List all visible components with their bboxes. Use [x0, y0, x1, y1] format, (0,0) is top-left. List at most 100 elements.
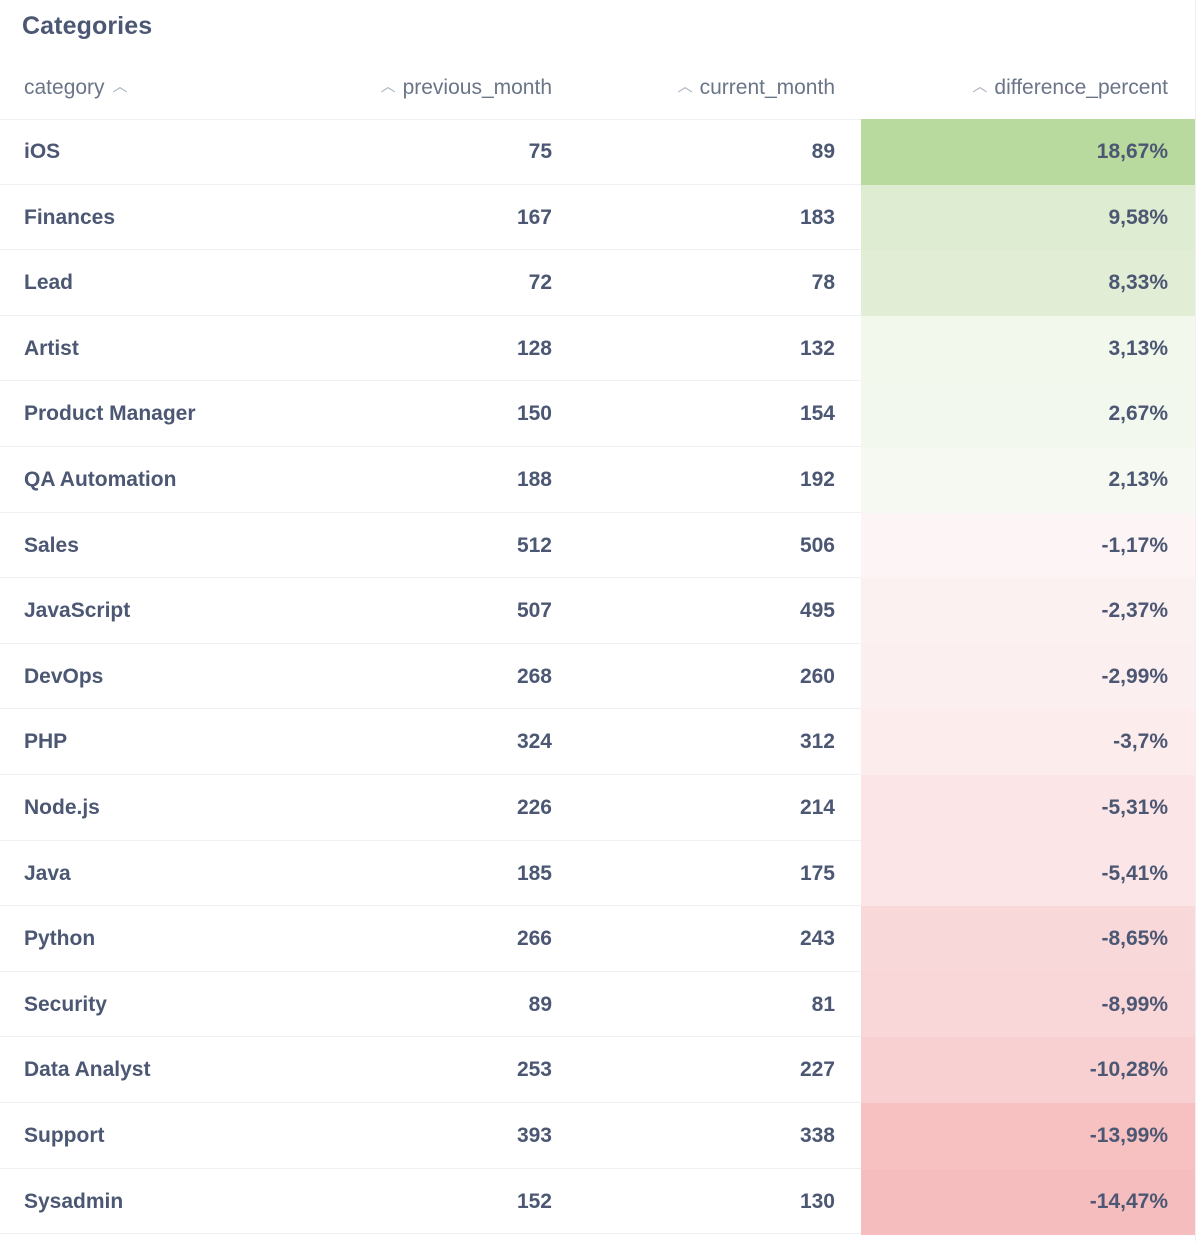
- category-cell: JavaScript: [24, 599, 131, 623]
- previous-month-cell: 89: [528, 992, 552, 1016]
- chevron-up-icon: ︿: [972, 77, 988, 95]
- previous-month-cell: 75: [528, 140, 552, 163]
- category-cell: Python: [24, 927, 96, 951]
- category-cell: DevOps: [24, 664, 104, 688]
- table-body: iOS 75 89 18,67% Finances 167 183 9,58% Lead 72 78…: [0, 119, 1195, 1235]
- table-row[interactable]: Product Manager 150 154 2,67%: [0, 381, 1195, 448]
- card-title[interactable]: Categories: [22, 12, 153, 40]
- previous-month-cell: 152: [516, 1189, 552, 1213]
- column-header-category[interactable]: category ︿: [24, 56, 128, 119]
- current-month-cell: 506: [799, 533, 835, 557]
- previous-month-cell: 324: [516, 730, 552, 754]
- table-row[interactable]: Sales 512 506 -1,17%: [0, 512, 1195, 579]
- difference-highlight: [861, 1037, 1195, 1104]
- category-cell: Sysadmin: [24, 1189, 124, 1213]
- column-header-label: category: [24, 76, 105, 99]
- category-cell: Data Analyst: [24, 1058, 151, 1082]
- table-row[interactable]: Node.js 226 214 -5,31%: [0, 774, 1195, 841]
- column-header-previous-month[interactable]: ︿ previous_month: [381, 56, 552, 119]
- current-month-cell: 260: [799, 664, 835, 688]
- current-month-cell: 338: [799, 1123, 835, 1147]
- difference-percent-cell: 2,67%: [1108, 402, 1168, 426]
- category-cell: Java: [24, 861, 71, 885]
- table-row[interactable]: Java 185 175 -5,41%: [0, 840, 1195, 907]
- difference-highlight: [861, 184, 1195, 251]
- table-row[interactable]: DevOps 268 260 -2,99%: [0, 643, 1195, 710]
- difference-highlight: [861, 1102, 1195, 1169]
- difference-percent-cell: -3,7%: [1113, 730, 1168, 754]
- chevron-up-icon: ︿: [677, 77, 693, 95]
- difference-highlight: [861, 643, 1195, 710]
- table-row[interactable]: iOS 75 89 18,67%: [0, 119, 1195, 185]
- difference-highlight: [861, 578, 1195, 645]
- table-row[interactable]: JavaScript 507 495 -2,37%: [0, 578, 1195, 645]
- column-header-current-month[interactable]: ︿ current_month: [678, 56, 835, 119]
- category-cell: Lead: [24, 271, 74, 295]
- table-row[interactable]: Finances 167 183 9,58%: [0, 184, 1195, 251]
- current-month-cell: 81: [811, 992, 835, 1016]
- difference-highlight: [861, 119, 1195, 185]
- chevron-up-icon: ︿: [380, 77, 396, 95]
- category-cell: Sales: [24, 533, 79, 557]
- table-row[interactable]: Lead 72 78 8,33%: [0, 250, 1195, 317]
- current-month-cell: 214: [799, 795, 835, 819]
- column-header-label: previous_month: [402, 76, 552, 99]
- current-month-cell: 227: [799, 1058, 835, 1082]
- table-row[interactable]: Data Analyst 253 227 -10,28%: [0, 1037, 1195, 1104]
- previous-month-cell: 226: [516, 795, 552, 819]
- previous-month-cell: 188: [516, 467, 552, 491]
- table-row[interactable]: Support 393 338 -13,99%: [0, 1102, 1195, 1169]
- previous-month-cell: 128: [516, 336, 552, 360]
- table-row[interactable]: Security 89 81 -8,99%: [0, 971, 1195, 1038]
- current-month-cell: 154: [799, 402, 835, 426]
- current-month-cell: 243: [799, 927, 835, 951]
- difference-percent-cell: 3,13%: [1108, 336, 1168, 360]
- difference-percent-cell: -5,31%: [1101, 795, 1168, 819]
- difference-highlight: [861, 512, 1195, 579]
- current-month-cell: 78: [811, 271, 835, 295]
- previous-month-cell: 185: [516, 861, 552, 885]
- difference-highlight: [861, 1168, 1195, 1235]
- current-month-cell: 132: [799, 336, 835, 360]
- previous-month-cell: 507: [516, 599, 552, 623]
- category-cell: Artist: [24, 336, 79, 360]
- difference-highlight: [861, 381, 1195, 448]
- table-row[interactable]: Python 266 243 -8,65%: [0, 906, 1195, 973]
- previous-month-cell: 72: [528, 271, 552, 295]
- difference-percent-cell: -10,28%: [1089, 1058, 1168, 1082]
- table-header: category ︿ ︿ previous_month ︿ current_month…: [0, 56, 1195, 120]
- difference-percent-cell: -5,41%: [1101, 861, 1168, 885]
- table-row[interactable]: PHP 324 312 -3,7%: [0, 709, 1195, 776]
- category-cell: Security: [24, 992, 107, 1016]
- difference-highlight: [861, 446, 1195, 513]
- column-header-difference-percent[interactable]: ︿ difference_percent: [972, 56, 1168, 119]
- previous-month-cell: 512: [516, 533, 552, 557]
- previous-month-cell: 253: [516, 1058, 552, 1082]
- difference-highlight: [861, 971, 1195, 1038]
- current-month-cell: 312: [799, 730, 835, 754]
- difference-percent-cell: 8,33%: [1108, 271, 1168, 295]
- chevron-up-icon: ︿: [112, 77, 128, 95]
- difference-percent-cell: 2,13%: [1108, 467, 1168, 491]
- previous-month-cell: 150: [516, 402, 552, 426]
- table-row[interactable]: QA Automation 188 192 2,13%: [0, 446, 1195, 513]
- current-month-cell: 175: [799, 861, 835, 885]
- current-month-cell: 183: [799, 205, 835, 229]
- previous-month-cell: 268: [516, 664, 552, 688]
- category-cell: iOS: [24, 140, 61, 163]
- column-header-label: current_month: [699, 76, 835, 99]
- category-cell: Support: [24, 1123, 105, 1147]
- difference-percent-cell: -2,99%: [1101, 664, 1168, 688]
- difference-highlight: [861, 774, 1195, 841]
- column-header-label: difference_percent: [994, 76, 1168, 99]
- difference-highlight: [861, 709, 1195, 776]
- table-row[interactable]: Artist 128 132 3,13%: [0, 315, 1195, 382]
- table-row[interactable]: Sysadmin 152 130 -14,47%: [0, 1168, 1195, 1235]
- difference-highlight: [861, 315, 1195, 382]
- difference-highlight: [861, 250, 1195, 317]
- category-cell: PHP: [24, 730, 68, 754]
- category-cell: Node.js: [24, 795, 100, 819]
- difference-percent-cell: -8,99%: [1101, 992, 1168, 1016]
- difference-percent-cell: -2,37%: [1101, 599, 1168, 623]
